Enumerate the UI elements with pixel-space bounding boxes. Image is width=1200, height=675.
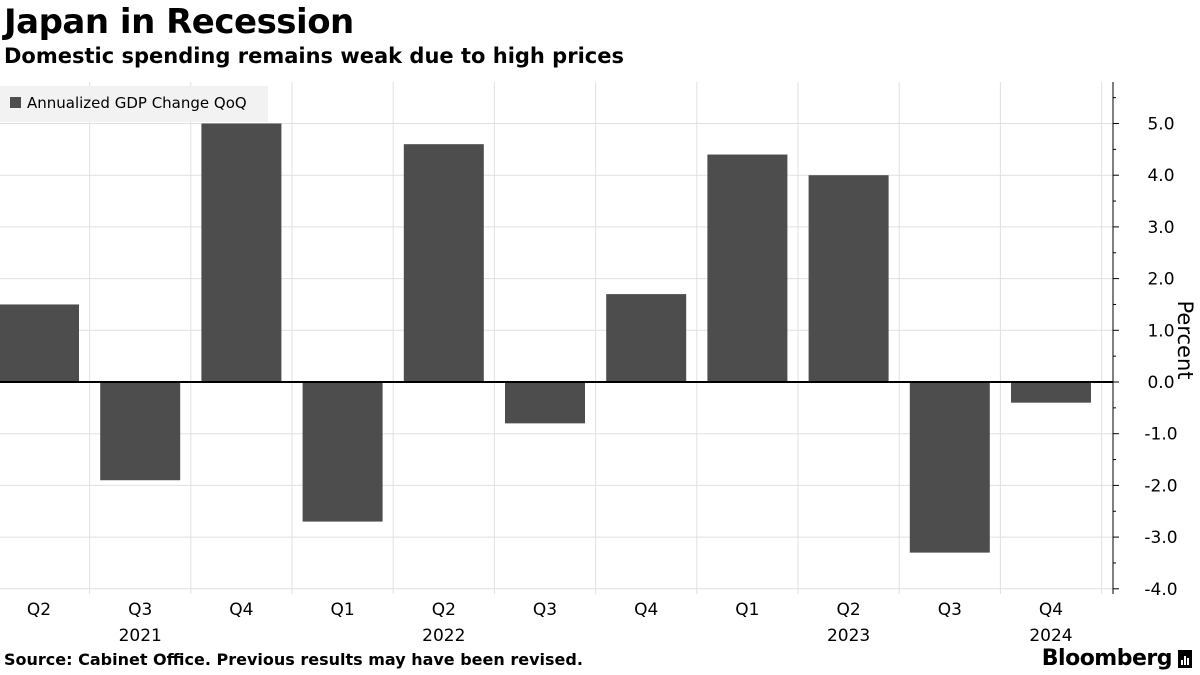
x-year-label: 2021 xyxy=(119,626,162,646)
bar xyxy=(100,382,181,481)
legend-swatch xyxy=(10,97,21,108)
chart-title: Japan in Recession xyxy=(4,2,354,42)
y-tick-label: -3.0 xyxy=(1144,528,1177,548)
bar xyxy=(403,144,484,382)
bar xyxy=(808,175,889,382)
x-tick-label: Q3 xyxy=(938,600,962,620)
x-tick-label: Q4 xyxy=(634,600,658,620)
x-year-label: 2023 xyxy=(827,626,870,646)
x-tick-label: Q2 xyxy=(432,600,456,620)
x-year-label: 2024 xyxy=(1029,626,1072,646)
legend-label: Annualized GDP Change QoQ xyxy=(27,94,247,112)
x-year-label: 2022 xyxy=(422,626,465,646)
brand-name: Bloomberg xyxy=(1041,646,1173,671)
y-tick-label: 1.0 xyxy=(1147,321,1174,341)
x-tick-label: Q4 xyxy=(229,600,253,620)
bar xyxy=(1011,382,1091,403)
brand-logo: Bloomberg xyxy=(1042,646,1192,671)
bar xyxy=(505,382,585,424)
legend-background xyxy=(0,86,268,122)
y-tick-label: 2.0 xyxy=(1147,270,1174,290)
y-tick-label: 3.0 xyxy=(1147,218,1174,238)
x-tick-label: Q3 xyxy=(128,600,152,620)
y-tick-label: -2.0 xyxy=(1144,476,1177,496)
chart-subtitle: Domestic spending remains weak due to hi… xyxy=(4,44,624,68)
legend: Annualized GDP Change QoQ xyxy=(0,86,268,122)
y-tick-label: 5.0 xyxy=(1147,115,1174,135)
source-note: Source: Cabinet Office. Previous results… xyxy=(4,650,583,669)
y-tick-label: -4.0 xyxy=(1144,580,1177,600)
x-tick-label: Q4 xyxy=(1039,600,1063,620)
x-tick-label: Q1 xyxy=(330,600,354,620)
bloomberg-terminal-icon xyxy=(1178,649,1192,668)
x-tick-label: Q3 xyxy=(533,600,557,620)
bar xyxy=(0,304,79,382)
y-tick-label: 4.0 xyxy=(1147,166,1174,186)
bar xyxy=(606,294,687,382)
bar xyxy=(201,123,282,382)
x-tick-label: Q1 xyxy=(735,600,759,620)
x-tick-label: Q2 xyxy=(27,600,51,620)
bar xyxy=(707,154,788,382)
y-tick-label: -1.0 xyxy=(1144,425,1177,445)
bar xyxy=(302,382,383,522)
x-tick-label: Q2 xyxy=(836,600,860,620)
y-tick-label: 0.0 xyxy=(1147,373,1174,393)
bar xyxy=(909,382,990,553)
y-axis-label: Percent xyxy=(1173,300,1197,379)
